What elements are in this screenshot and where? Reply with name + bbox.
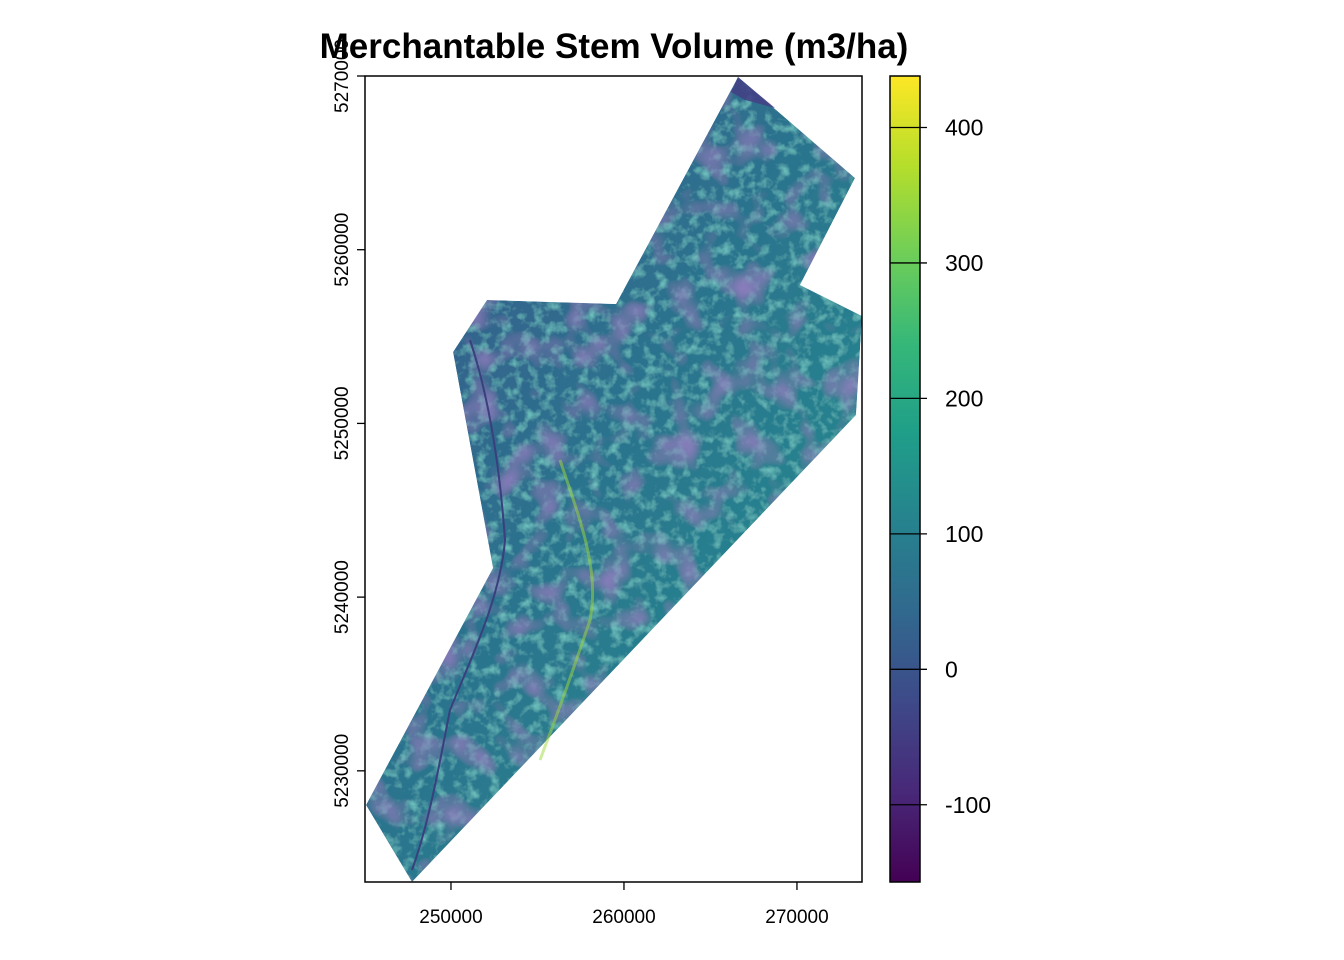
colorbar-tick-label: -100 (945, 792, 991, 818)
chart-title: Merchantable Stem Volume (m3/ha) (320, 27, 909, 66)
high-volume-corridor (538, 459, 595, 761)
northern-tip-low-values (731, 77, 775, 108)
x-tick-label: 270000 (765, 907, 828, 928)
plot-frame (364, 75, 863, 883)
y-tick-label: 5250000 (332, 386, 353, 460)
x-tick-label: 250000 (419, 907, 482, 928)
colorbar-tick-label: 100 (945, 521, 983, 547)
x-axis: 250000 260000 270000 (419, 882, 829, 928)
raster-area (366, 77, 862, 882)
colorbar-tick-label: 300 (945, 250, 983, 276)
y-tick-label: 5270000 (332, 39, 353, 113)
river-line (411, 339, 507, 871)
y-tick-label: 5230000 (332, 734, 353, 808)
y-tick-label: 5240000 (332, 560, 353, 634)
colorbar-tick-label: 200 (945, 385, 983, 411)
colorbar-legend: -100 0 100 200 300 400 (889, 75, 991, 883)
study-area-raster (366, 77, 862, 882)
colorbar (889, 75, 921, 883)
y-tick-label: 5260000 (332, 213, 353, 287)
colorbar-tick-label: 400 (945, 114, 983, 140)
colorbar-tick-label: 0 (945, 656, 958, 682)
y-axis: 5230000 5240000 5250000 5260000 5270000 (332, 39, 365, 808)
x-tick-label: 260000 (592, 907, 655, 928)
